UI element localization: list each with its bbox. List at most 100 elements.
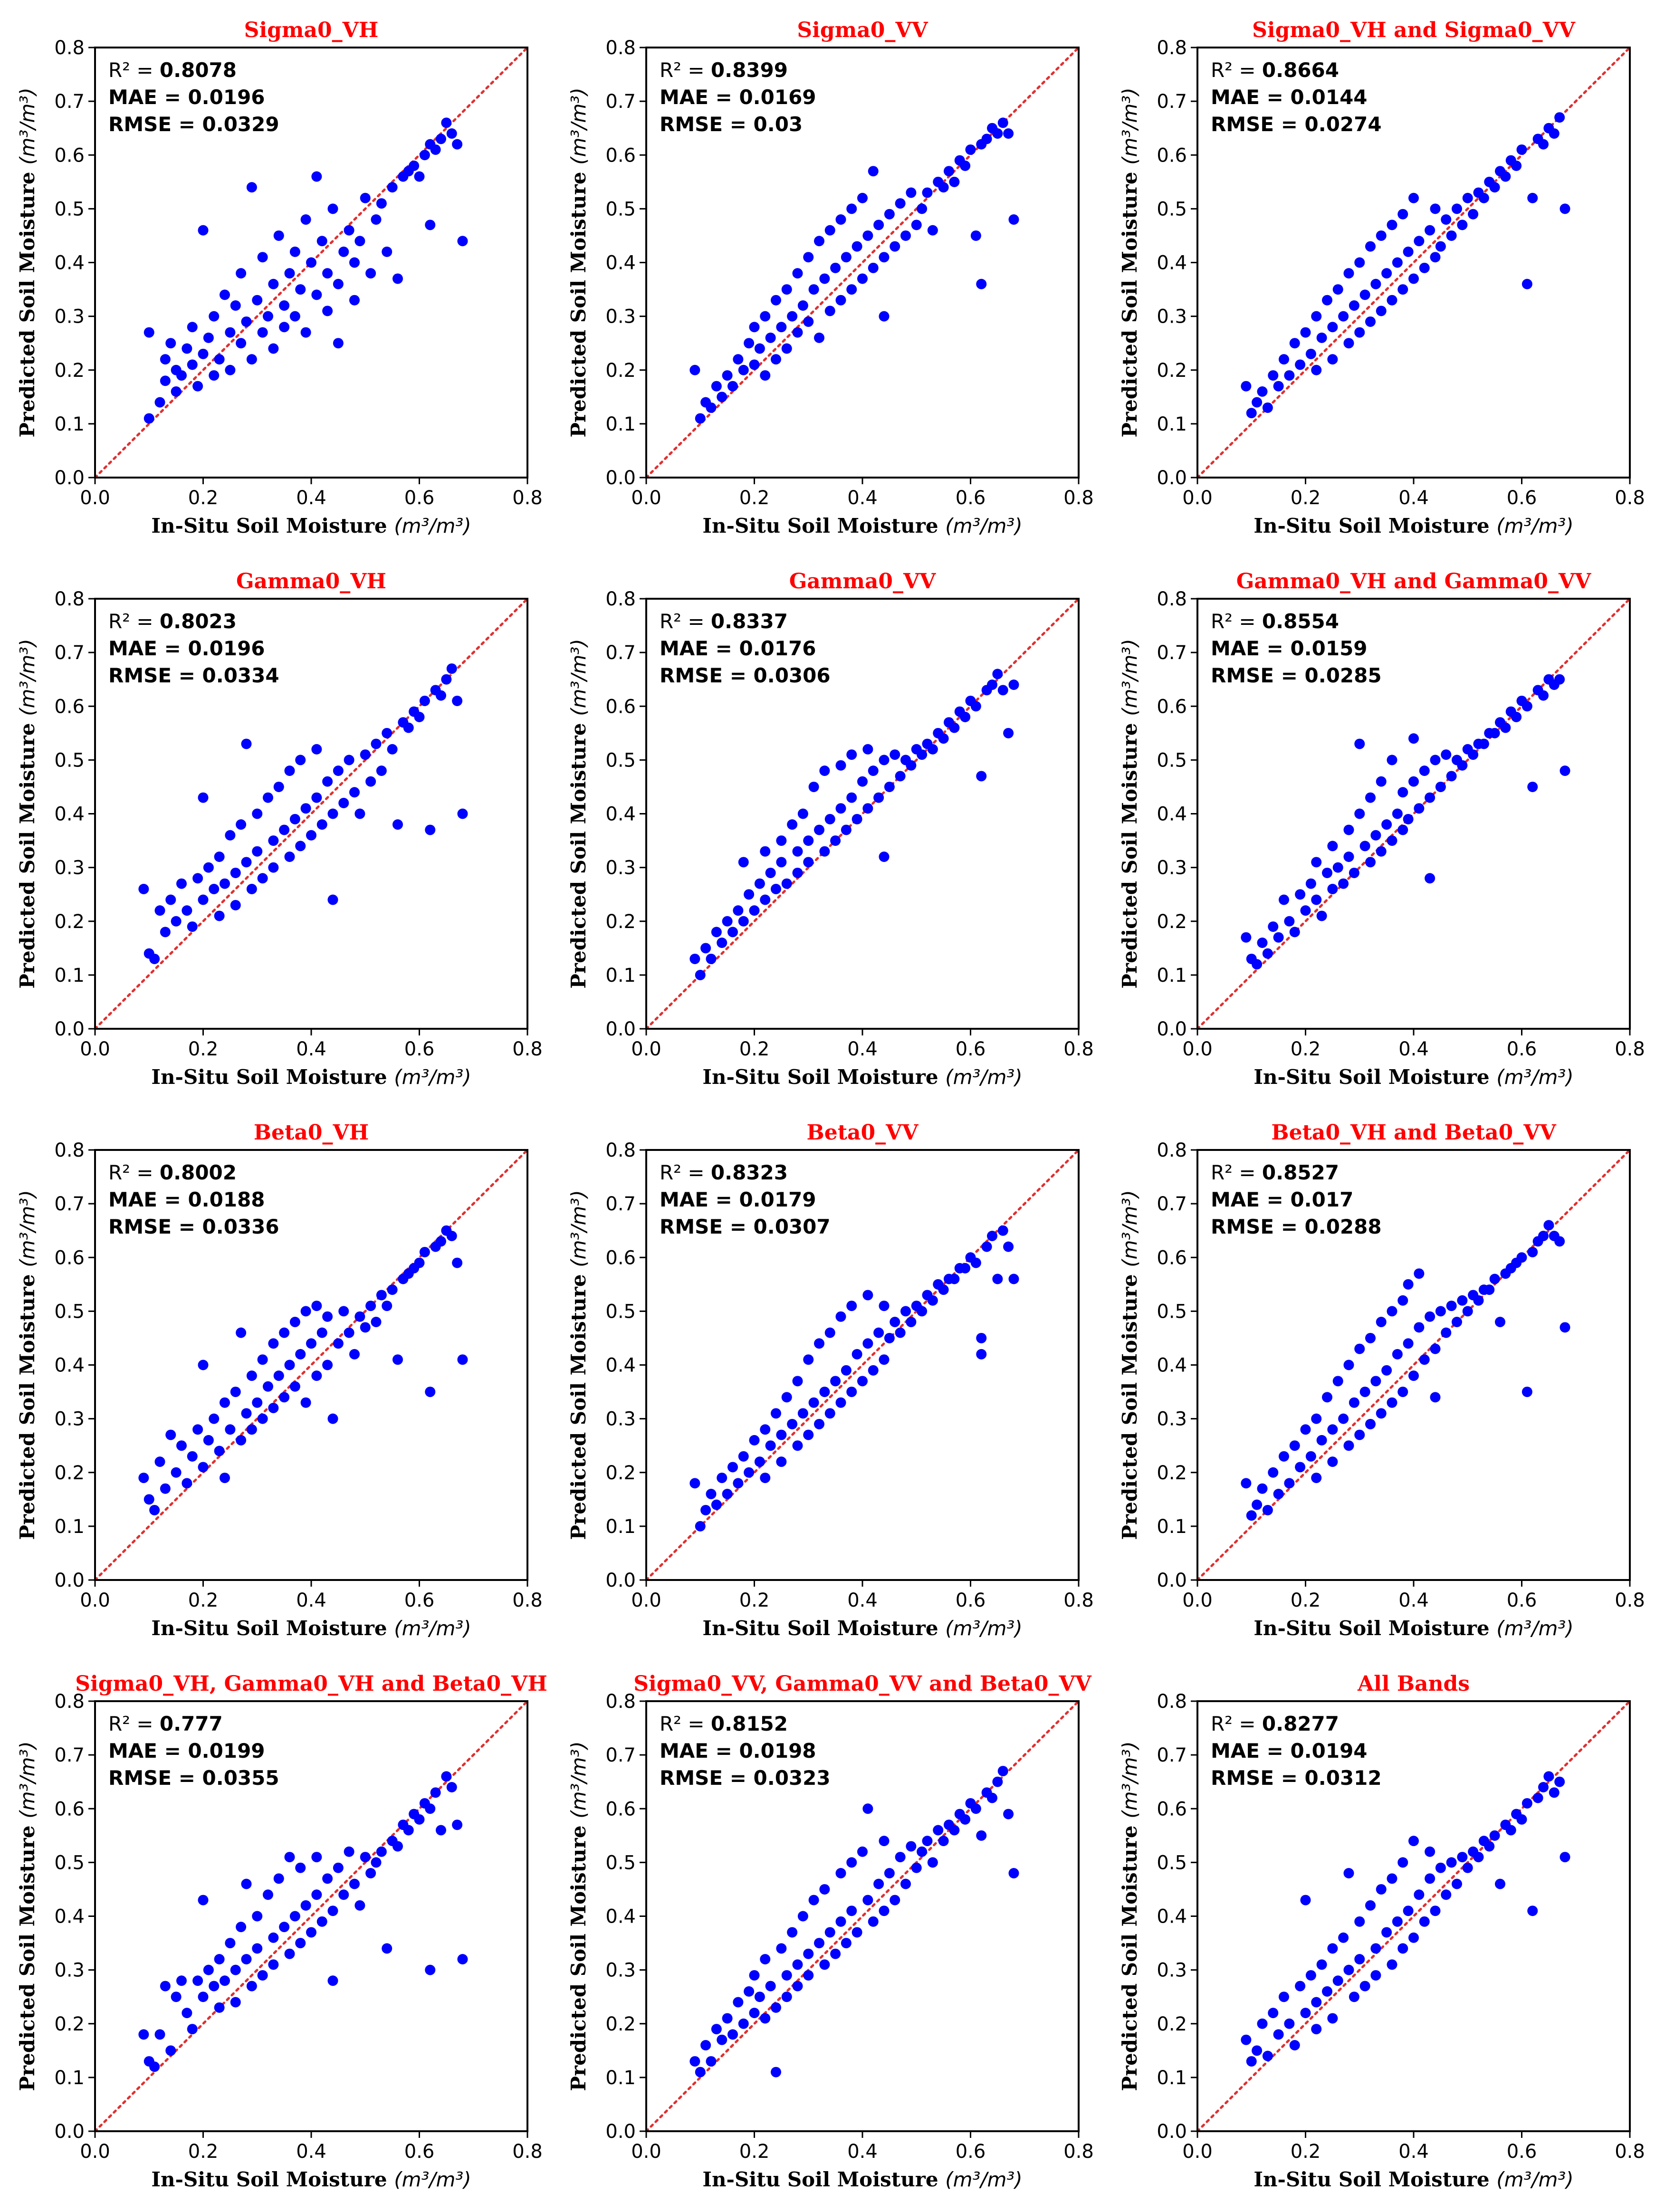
x-tick-label: 0.6 bbox=[1507, 1590, 1537, 1611]
data-point bbox=[749, 359, 760, 370]
data-point bbox=[987, 1231, 997, 1241]
data-point bbox=[165, 338, 176, 349]
data-point bbox=[144, 1494, 154, 1505]
data-point bbox=[1354, 738, 1365, 749]
data-point bbox=[781, 1970, 792, 1981]
y-tick-label: 0.5 bbox=[605, 749, 636, 771]
y-tick-label: 0.4 bbox=[605, 1906, 636, 1928]
data-point bbox=[246, 182, 257, 193]
rmse-metric-value: 0.0334 bbox=[202, 664, 279, 687]
data-point bbox=[257, 327, 268, 338]
data-point bbox=[760, 894, 771, 905]
y-tick-label: 0.0 bbox=[1157, 1570, 1187, 1591]
data-point bbox=[1316, 332, 1327, 343]
y-tick-label: 0.4 bbox=[605, 252, 636, 274]
x-axis-label-text: In-Situ Soil Moisture bbox=[1254, 2168, 1489, 2191]
r2-metric: R² = 0.8152 bbox=[660, 1712, 788, 1735]
scatter-points bbox=[138, 1225, 468, 1515]
rmse-metric-label: RMSE = bbox=[660, 1766, 754, 1790]
y-axis-label: Predicted Soil Moisture (m³/m³) bbox=[1118, 87, 1141, 437]
data-point bbox=[754, 343, 765, 354]
y-tick-label: 0.6 bbox=[1157, 696, 1187, 718]
data-point bbox=[911, 1862, 922, 1873]
x-tick-label: 0.6 bbox=[1507, 1038, 1537, 1060]
data-point bbox=[824, 1327, 835, 1338]
data-point bbox=[1516, 1814, 1527, 1825]
data-point bbox=[749, 322, 760, 333]
data-point bbox=[1430, 1343, 1441, 1354]
data-point bbox=[922, 1836, 933, 1847]
y-axis-unit: (m³/m³) bbox=[567, 639, 590, 716]
x-tick-label: 0.8 bbox=[1063, 1038, 1094, 1060]
data-point bbox=[771, 354, 781, 365]
data-point bbox=[425, 824, 436, 835]
data-point bbox=[392, 1354, 403, 1365]
data-point bbox=[1311, 1413, 1322, 1424]
data-point bbox=[927, 225, 938, 236]
data-point bbox=[1273, 932, 1284, 943]
data-point bbox=[1359, 289, 1370, 300]
y-tick-label: 0.4 bbox=[54, 252, 85, 274]
y-axis-label-space bbox=[1118, 1819, 1141, 1826]
data-point bbox=[1500, 171, 1511, 182]
data-point bbox=[695, 413, 706, 424]
data-point bbox=[1521, 1798, 1532, 1809]
data-point bbox=[722, 916, 733, 927]
data-point bbox=[225, 1424, 236, 1435]
x-axis-label-text: In-Situ Soil Moisture bbox=[702, 1617, 938, 1640]
data-point bbox=[1538, 139, 1549, 150]
rmse-metric-value: 0.0312 bbox=[1305, 1766, 1382, 1790]
data-point bbox=[403, 722, 414, 733]
data-point bbox=[846, 1301, 857, 1312]
rmse-metric-label: RMSE = bbox=[108, 113, 202, 136]
data-point bbox=[814, 1338, 824, 1349]
data-point bbox=[376, 198, 387, 209]
x-axis-label: In-Situ Soil Moisture (m³/m³) bbox=[702, 1617, 1022, 1640]
data-point bbox=[1246, 2056, 1257, 2067]
x-axis-label-space bbox=[1490, 1065, 1497, 1089]
data-point bbox=[992, 1274, 1003, 1284]
data-point bbox=[252, 1911, 263, 1922]
data-point bbox=[187, 322, 198, 333]
data-point bbox=[1289, 2040, 1300, 2050]
data-point bbox=[349, 1349, 360, 1360]
data-point bbox=[1473, 1295, 1484, 1306]
y-axis-label-space bbox=[16, 165, 39, 172]
data-point bbox=[300, 1306, 311, 1317]
data-point bbox=[803, 857, 814, 868]
y-tick-label: 0.7 bbox=[605, 91, 636, 113]
data-point bbox=[890, 241, 900, 252]
data-point bbox=[781, 343, 792, 354]
data-point bbox=[1489, 1830, 1500, 1841]
x-axis-unit: (m³/m³) bbox=[945, 1065, 1022, 1089]
r2-metric-label: R² = bbox=[108, 1161, 160, 1184]
y-axis-label-text: Predicted Soil Moisture bbox=[1118, 172, 1141, 437]
data-point bbox=[814, 1938, 824, 1949]
data-point bbox=[1387, 1873, 1397, 1884]
data-point bbox=[771, 883, 781, 894]
data-point bbox=[1008, 214, 1019, 225]
x-tick-label: 0.6 bbox=[404, 2141, 435, 2163]
data-point bbox=[938, 182, 949, 193]
data-point bbox=[1349, 1992, 1359, 2002]
data-point bbox=[360, 1322, 371, 1333]
data-point bbox=[835, 295, 846, 306]
y-tick-label: 0.6 bbox=[1157, 1798, 1187, 1820]
data-point bbox=[803, 252, 814, 263]
data-point bbox=[198, 1462, 209, 1473]
data-point bbox=[857, 1846, 868, 1857]
data-point bbox=[1414, 236, 1425, 247]
data-point bbox=[1505, 1825, 1516, 1836]
data-point bbox=[371, 1857, 382, 1868]
x-tick-label: 0.8 bbox=[512, 1590, 543, 1611]
rmse-metric-label: RMSE = bbox=[108, 664, 202, 687]
data-point bbox=[997, 117, 1008, 128]
y-axis-unit: (m³/m³) bbox=[567, 87, 590, 164]
data-point bbox=[857, 273, 868, 284]
data-point bbox=[371, 1317, 382, 1327]
data-point bbox=[268, 1338, 279, 1349]
y-axis-label: Predicted Soil Moisture (m³/m³) bbox=[16, 1741, 39, 2091]
x-axis-label: In-Situ Soil Moisture (m³/m³) bbox=[151, 514, 471, 537]
mae-metric-label: MAE = bbox=[660, 86, 739, 109]
